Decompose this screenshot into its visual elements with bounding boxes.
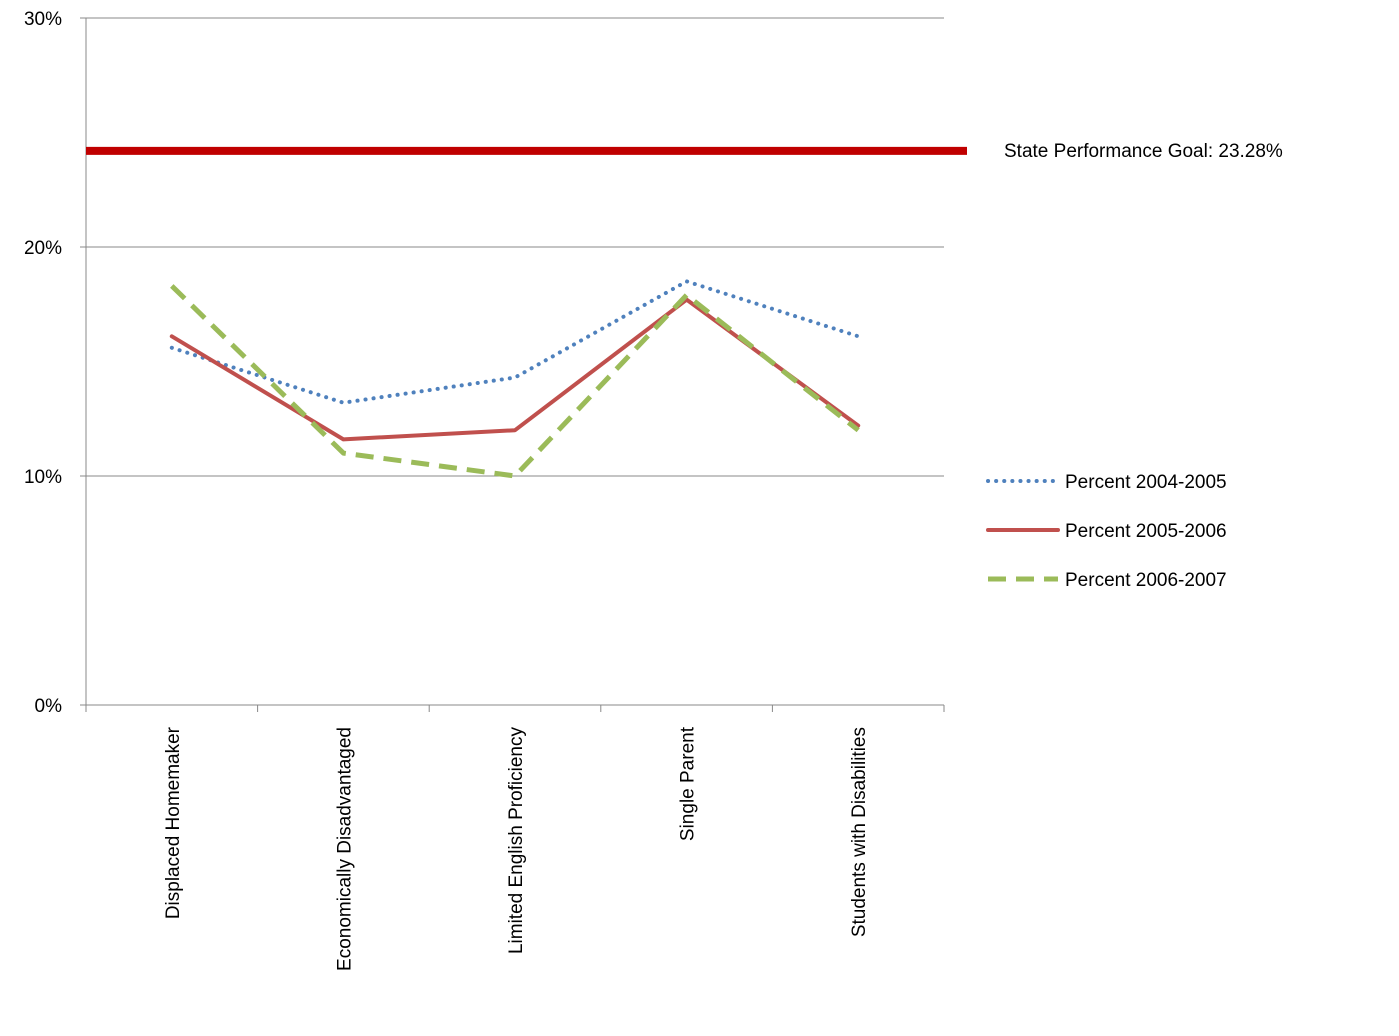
x-category-label: Economically Disadvantaged (334, 727, 355, 971)
goal-line-group: State Performance Goal: 23.28% (86, 141, 1283, 162)
data-point (342, 452, 345, 455)
data-point (170, 346, 173, 349)
data-point (514, 376, 517, 379)
legend-label: Percent 2004-2005 (1065, 472, 1227, 493)
legend-label: Percent 2006-2007 (1065, 570, 1227, 591)
y-tick-label: 30% (24, 9, 62, 30)
x-category-label: Displaced Homemaker (163, 726, 184, 919)
x-category-label: Single Parent (678, 726, 699, 841)
x-category-label: Limited English Proficiency (506, 727, 527, 955)
data-point (685, 294, 688, 297)
y-tick-label: 0% (35, 696, 63, 717)
y-axis-tick-labels: 0% 10% 20% 30% (24, 9, 62, 717)
data-point (514, 475, 517, 478)
series-line (170, 284, 860, 479)
y-tick-label: 10% (24, 467, 62, 488)
data-point (170, 284, 173, 287)
legend-label: Percent 2005-2006 (1065, 521, 1227, 542)
data-point (857, 429, 860, 432)
x-axis-tick-marks (85, 705, 945, 712)
data-point (685, 280, 688, 283)
axes (85, 18, 944, 706)
legend: Percent 2004-2005 Percent 2005-2006 Percen… (986, 472, 1227, 591)
data-point (514, 429, 517, 432)
data-point (342, 438, 345, 441)
y-tick-label: 20% (24, 238, 62, 259)
gridlines (80, 17, 944, 706)
series-line (169, 297, 861, 442)
series-lines (169, 279, 861, 479)
state-performance-goal-label: State Performance Goal: 23.28% (1004, 141, 1283, 162)
series-line (169, 279, 861, 405)
data-point (857, 335, 860, 338)
data-point (170, 335, 173, 338)
x-category-label: Students with Disabilities (849, 727, 870, 937)
data-point (342, 401, 345, 404)
x-axis-category-labels: Displaced Homemaker Economically Disadvan… (163, 726, 870, 971)
